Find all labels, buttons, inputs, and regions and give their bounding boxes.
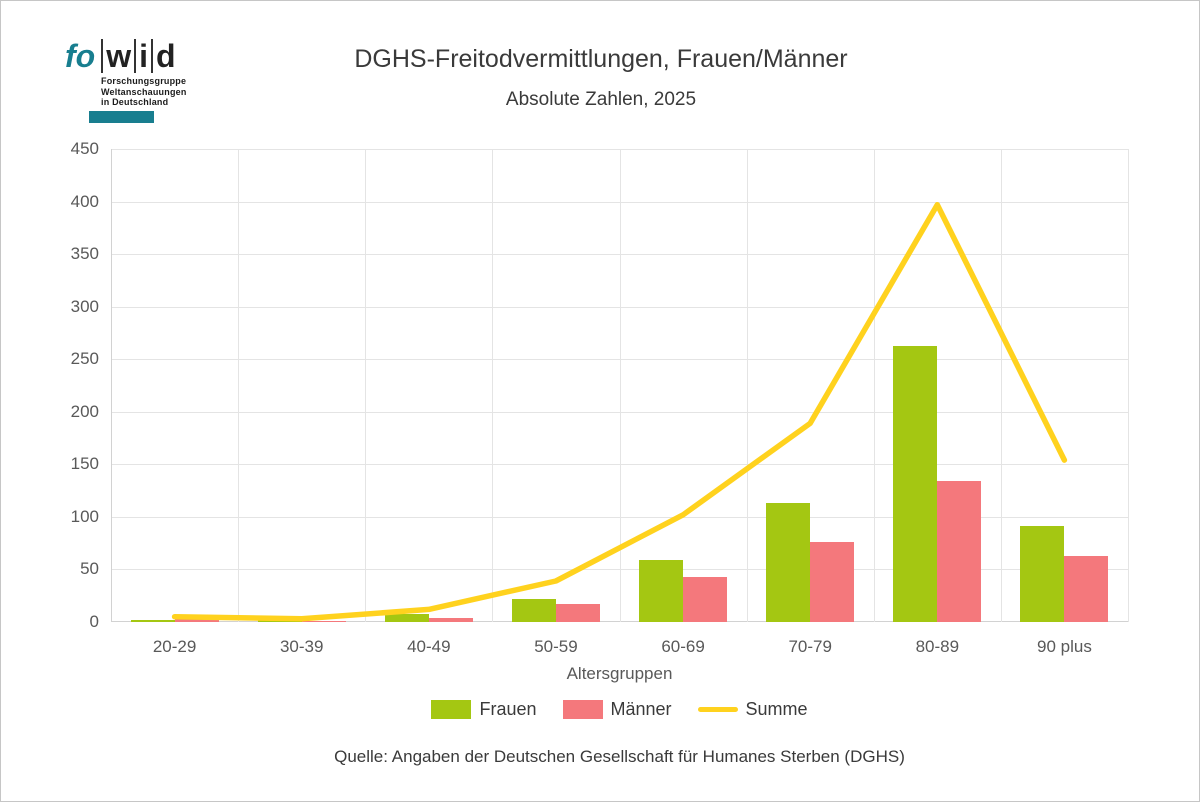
bar-maenner-40-49: [428, 617, 473, 622]
gridline-v: [238, 149, 239, 622]
x-tick-60-69: 60-69: [661, 637, 705, 656]
x-tick-70-79: 70-79: [788, 637, 832, 656]
x-tick-20-29: 20-29: [152, 637, 197, 656]
x-tick-90 plus: 90 plus: [1037, 637, 1092, 656]
logo-subtitle-line: Weltanschauungen: [101, 86, 187, 97]
gridline-v: [874, 149, 875, 622]
legend-swatch: [431, 700, 472, 719]
logo-divider: [101, 39, 104, 73]
bar-frauen-90 plus: [1020, 526, 1065, 622]
source-text: Quelle: Angaben der Deutschen Gesellscha…: [334, 747, 905, 766]
y-tick-label: 450: [70, 139, 99, 158]
y-tick-label: 300: [70, 296, 99, 316]
gridline-v: [111, 149, 112, 622]
legend-item-maenner: Männer: [562, 699, 672, 720]
legend-swatch: [697, 707, 738, 712]
chart-subtitle: Absolute Zahlen, 2025: [505, 89, 697, 110]
gridline-h: [111, 411, 1128, 413]
x-tick-30-39: 30-39: [279, 637, 324, 656]
gridline-v: [1128, 149, 1129, 622]
bar-maenner-80-89: [937, 481, 982, 622]
legend-swatch: [562, 700, 603, 719]
plot-area: [111, 149, 1129, 622]
y-tick-label: 50: [80, 559, 99, 579]
gridline-h: [111, 201, 1128, 203]
bar-frauen-50-59: [511, 598, 556, 622]
legend-label: Summe: [745, 699, 808, 719]
gridline-h: [111, 149, 1128, 150]
x-tick-50-59: 50-59: [534, 637, 578, 656]
gridline-h: [111, 464, 1128, 466]
legend-item-summe: Summe: [697, 699, 808, 720]
bar-frauen-20-29: [130, 619, 175, 622]
y-tick-label: 150: [70, 454, 99, 474]
y-tick-label: 400: [70, 191, 99, 211]
gridline-v: [747, 149, 748, 622]
logo-subtitle: Forschungsgruppe Weltanschauungen in Deuts…: [101, 76, 187, 108]
logo-subtitle-line: in Deutschland: [101, 97, 169, 107]
bar-maenner-30-39: [301, 620, 346, 622]
x-tick-40-49: 40-49: [407, 637, 451, 656]
gridline-v: [492, 149, 493, 622]
logo-teal-bar: [89, 110, 154, 123]
y-tick-label: 250: [70, 349, 99, 369]
bar-maenner-50-59: [555, 604, 600, 622]
gridline-h: [111, 359, 1128, 361]
logo-letter-d: d: [155, 38, 176, 74]
legend: Frauen Männer Summe: [111, 699, 1128, 720]
gridline-h: [111, 306, 1128, 308]
logo-letter-i: i: [139, 38, 148, 74]
bar-frauen-80-89: [893, 345, 938, 622]
logo-subtitle-line: Forschungsgruppe: [101, 76, 187, 86]
bar-maenner-60-69: [683, 576, 728, 622]
logo-divider: [134, 39, 137, 73]
legend-label: Frauen: [479, 699, 537, 719]
y-tick-label: 100: [70, 506, 99, 526]
bar-maenner-90 plus: [1064, 555, 1109, 622]
y-tick-label: 0: [89, 612, 99, 631]
y-tick-label: 200: [70, 401, 99, 421]
logo-text-fo: fo: [65, 38, 96, 74]
bar-frauen-70-79: [766, 503, 811, 622]
gridline-h: [111, 569, 1128, 571]
bar-frauen-40-49: [384, 613, 429, 622]
bar-maenner-20-29: [174, 618, 219, 622]
logo-divider: [150, 39, 153, 73]
x-axis-title: Altersgruppen: [566, 664, 673, 683]
bar-frauen-60-69: [639, 560, 684, 622]
bar-maenner-70-79: [810, 542, 855, 622]
gridline-h: [111, 621, 1128, 622]
gridline-h: [111, 254, 1128, 256]
gridline-h: [111, 516, 1128, 518]
legend-item-frauen: Frauen: [431, 699, 537, 720]
logo-letter-w: w: [106, 38, 132, 74]
y-tick-label: 350: [70, 244, 99, 264]
summe-line: [171, 201, 1068, 622]
gridline-v: [1001, 149, 1002, 622]
gridline-v: [620, 149, 621, 622]
legend-label: Männer: [610, 699, 672, 719]
chart-title: DGHS-Freitodvermittlungen, Frauen/Männer: [354, 45, 848, 73]
gridline-v: [365, 149, 366, 622]
x-tick-80-89: 80-89: [915, 637, 960, 656]
